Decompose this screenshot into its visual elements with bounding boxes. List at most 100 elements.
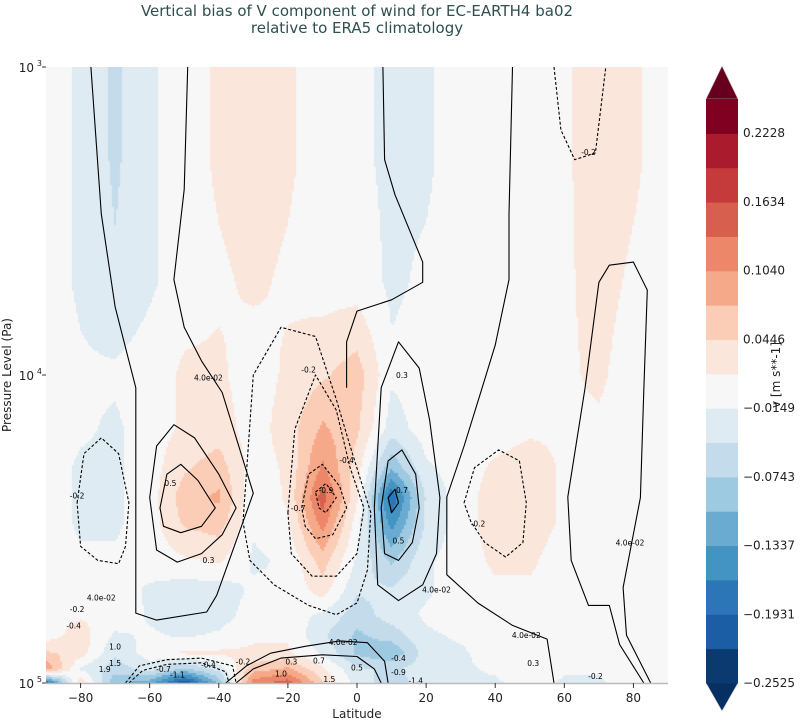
chart-title-line-2: relative to ERA5 climatology xyxy=(250,19,464,37)
contour-line xyxy=(567,261,652,684)
contour-label: 4.0e-02 xyxy=(422,586,451,595)
y-tick-label: 10 xyxy=(19,677,34,691)
contour-lines xyxy=(76,66,652,684)
contour-label: -0.4 xyxy=(201,660,216,669)
colorbar-bin xyxy=(706,167,738,203)
x-tick-label: 80 xyxy=(626,691,641,705)
contour-label: 4.0e-02 xyxy=(616,539,645,548)
contour-label: -0.7 xyxy=(156,665,171,674)
contour-line xyxy=(373,341,441,602)
y-tick-exponent: 3 xyxy=(37,59,42,68)
bias-contour-fill xyxy=(46,67,668,683)
x-tick-label: 40 xyxy=(488,691,503,705)
colorbar-tick-label: 0.1634 xyxy=(743,195,785,209)
colorbar-tick-label: −0.2525 xyxy=(743,676,795,690)
colorbar-tick-label: 0.2228 xyxy=(743,126,785,140)
contour-label: -0.4 xyxy=(339,456,354,465)
colorbar-bin xyxy=(706,579,738,615)
contour-line xyxy=(446,66,555,684)
contour-label: 4.0e-02 xyxy=(329,638,358,647)
contour-label: 1.5 xyxy=(323,675,335,684)
contour-line xyxy=(346,66,424,388)
colorbar-extend-max xyxy=(705,65,739,100)
contour-label: -0.7 xyxy=(291,504,306,513)
colorbar-tick-label: 0.1040 xyxy=(743,264,785,278)
colorbar-tick-label: 0.0446 xyxy=(743,332,785,346)
colorbar-tick-label: −0.1931 xyxy=(743,607,795,621)
contour-label: 4.0e-02 xyxy=(194,374,223,383)
x-tick-label: −20 xyxy=(275,691,300,705)
colorbar-bin xyxy=(706,133,738,169)
x-tick-label: −40 xyxy=(206,691,231,705)
contour-label: 0.3 xyxy=(202,556,214,565)
contour-label: -0.4 xyxy=(66,621,81,630)
contour-label: 0.5 xyxy=(351,663,363,672)
colorbar-tick-label: −0.1337 xyxy=(743,539,795,553)
contour-label: 4.0e-02 xyxy=(512,631,541,640)
contour-label: -0.2 xyxy=(236,657,251,666)
colorbar-bin xyxy=(706,236,738,272)
contour-labels: 0.50.3-0.2-0.9-0.7-0.4-0.24.0e-02 0.3-0.2… xyxy=(66,148,644,685)
contour-label: 1.5 xyxy=(109,659,121,668)
contour-label: 0.3 xyxy=(396,371,408,380)
colorbar-tick-label: −0.0743 xyxy=(743,470,795,484)
contour-line xyxy=(149,424,237,563)
contour-line xyxy=(225,640,389,684)
colorbar-bin xyxy=(706,442,738,478)
y-axis-label: Pressure Level (Pa) xyxy=(0,318,14,432)
colorbar-bin xyxy=(706,99,738,134)
contour-label: -0.2 xyxy=(588,672,603,681)
contour-label: -0.4 xyxy=(391,654,406,663)
x-tick-label: 60 xyxy=(557,691,572,705)
contour-label: -0.2 xyxy=(70,491,85,500)
contour-label: -0.2 xyxy=(471,519,486,528)
contour-label: -1.4 xyxy=(408,676,423,685)
contour-label: -0.2 xyxy=(70,605,85,614)
colorbar-bin xyxy=(706,408,738,444)
contour-line xyxy=(125,657,237,684)
contour-label: 0.3 xyxy=(527,659,539,668)
contour-label: 0.7 xyxy=(396,486,408,495)
contour-line xyxy=(553,66,607,161)
chart-title-line-1: Vertical bias of V component of wind for… xyxy=(140,2,574,20)
y-tick-label: 10 xyxy=(19,61,34,75)
contour-label: 1.0 xyxy=(275,669,287,678)
x-axis-label: Latitude xyxy=(332,707,381,721)
contour-line xyxy=(380,449,420,561)
x-tick-label: −80 xyxy=(68,691,93,705)
colorbar-bin xyxy=(706,339,738,375)
contour-line xyxy=(387,488,400,514)
y-tick-exponent: 5 xyxy=(37,675,42,684)
x-tick-label: −60 xyxy=(137,691,162,705)
contour-line xyxy=(235,654,382,684)
contour-line xyxy=(287,374,365,577)
contour-line xyxy=(242,326,372,616)
colorbar-bin xyxy=(706,270,738,306)
contour-label: 0.5 xyxy=(392,536,404,545)
contour-line xyxy=(314,482,337,514)
contour-label: 4.0e-02 xyxy=(87,593,116,602)
colorbar-bin xyxy=(706,648,738,684)
contour-line xyxy=(301,463,348,540)
colorbar-extend-min xyxy=(705,682,739,712)
colorbar-bin xyxy=(706,305,738,340)
colorbar-bin xyxy=(706,545,738,581)
contour-line xyxy=(128,662,230,684)
contour-label: 0.7 xyxy=(313,656,325,665)
x-tick-label: 20 xyxy=(418,691,433,705)
contour-label: 0.5 xyxy=(164,479,176,488)
contour-line xyxy=(463,449,527,558)
contour-line xyxy=(90,66,254,621)
colorbar-bin xyxy=(706,476,738,512)
colorbar-bin xyxy=(706,202,738,237)
contour-label: -1.1 xyxy=(170,671,185,680)
contour-label: 1.0 xyxy=(109,642,121,651)
colorbar-bin xyxy=(706,373,738,409)
x-tick-label: 0 xyxy=(353,691,361,705)
contour-label: -0.9 xyxy=(319,486,334,495)
colorbar-label: v [m s**-1] xyxy=(769,342,783,408)
colorbar-bin xyxy=(706,511,738,547)
colorbar-tick-label: −0.0149 xyxy=(743,401,795,415)
